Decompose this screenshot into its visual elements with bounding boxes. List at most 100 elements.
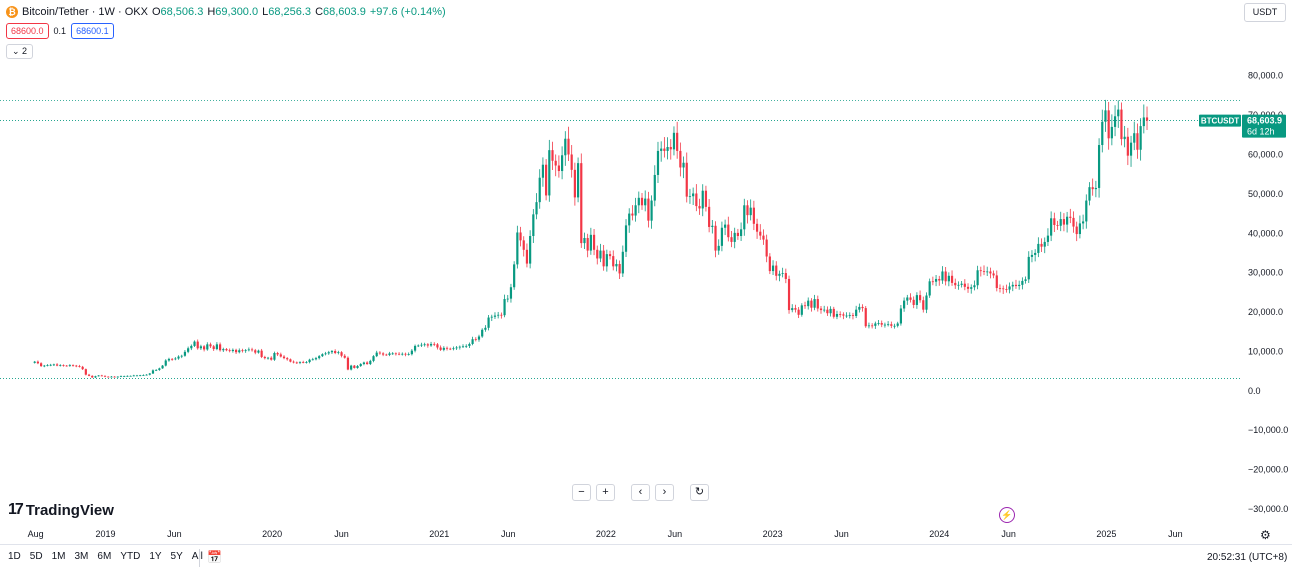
symbol-tag-text: BTCUSDT xyxy=(1201,117,1239,126)
buy-price-button[interactable]: 68600.1 xyxy=(71,23,114,39)
candle-body xyxy=(602,250,605,267)
range-5d-button[interactable]: 5D xyxy=(29,551,43,562)
candle-body xyxy=(950,275,954,283)
candle-body xyxy=(922,300,925,310)
candle-body xyxy=(596,249,599,259)
price-chart[interactable]: 80,000.070,000.060,000.050,000.040,000.0… xyxy=(0,0,1292,545)
candle-body xyxy=(957,284,960,286)
candle-body xyxy=(81,366,84,370)
candle-body xyxy=(791,308,794,311)
candle-body xyxy=(887,324,890,326)
close-label: C xyxy=(315,6,324,18)
candle-body xyxy=(75,365,78,367)
candle-body xyxy=(113,376,116,378)
candle-body xyxy=(1142,117,1145,127)
candle-body xyxy=(295,362,298,364)
range-1y-button[interactable]: 1Y xyxy=(149,551,162,562)
high-value: 69,300.0 xyxy=(215,6,259,18)
candle-body xyxy=(851,315,855,316)
low-label: L xyxy=(262,6,269,18)
nav-spacer xyxy=(620,484,626,501)
currency-selector[interactable]: USDT xyxy=(1244,3,1286,22)
tradingview-logo-icon: 17 xyxy=(8,501,24,518)
price-tick-label: −30,000.0 xyxy=(1248,504,1288,514)
candle-body xyxy=(228,350,231,352)
range-5y-button[interactable]: 5Y xyxy=(170,551,183,562)
sell-price-button[interactable]: 68600.0 xyxy=(6,23,49,39)
candle-body xyxy=(877,323,880,324)
candle-body xyxy=(238,350,241,353)
candle-body xyxy=(123,376,126,378)
candle-body xyxy=(529,236,532,264)
candle-body xyxy=(305,362,308,363)
candle-body xyxy=(995,275,998,289)
price-tick-label: 30,000.0 xyxy=(1248,268,1283,278)
candle-body xyxy=(906,297,909,301)
calendar-icon[interactable]: 📅 xyxy=(207,550,222,564)
scroll-right-button[interactable]: › xyxy=(655,484,674,501)
candle-body xyxy=(110,376,113,378)
symbol-title[interactable]: Bitcoin/Tether · 1W · OKX xyxy=(22,6,148,18)
range-1m-button[interactable]: 1M xyxy=(51,551,66,562)
candle-body xyxy=(918,295,922,301)
candle-body xyxy=(663,148,666,151)
candle-body xyxy=(963,283,966,287)
candle-body xyxy=(637,197,640,206)
candle-body xyxy=(605,254,608,267)
candle-body xyxy=(839,314,842,315)
candle-body xyxy=(807,300,810,307)
candle-body xyxy=(1129,142,1133,156)
range-3m-button[interactable]: 3M xyxy=(74,551,89,562)
candle-body xyxy=(324,353,327,355)
candle-body xyxy=(752,207,755,224)
candle-body xyxy=(1088,187,1091,201)
range-ytd-button[interactable]: YTD xyxy=(120,551,141,562)
scroll-left-button[interactable]: ‹ xyxy=(631,484,650,501)
candle-body xyxy=(803,305,807,307)
time-tick-label: 2025 xyxy=(1096,529,1116,539)
candle-body xyxy=(196,341,199,349)
candle-body xyxy=(87,374,91,376)
candle-body xyxy=(139,375,142,377)
candle-body xyxy=(234,349,238,353)
clock-timezone[interactable]: 20:52:31 (UTC+8) xyxy=(1207,552,1288,563)
candle-body xyxy=(749,207,752,216)
range-1d-button[interactable]: 1D xyxy=(8,551,21,562)
candle-body xyxy=(813,299,816,308)
candle-body xyxy=(190,345,193,349)
range-6m-button[interactable]: 6M xyxy=(97,551,112,562)
candle-body xyxy=(768,256,771,272)
time-axis[interactable]: Aug 2019 Jun 2020 Jun 2021 Jun 2022 Jun 2023 Jun 20… xyxy=(28,529,1183,539)
candle-body xyxy=(171,358,174,360)
candle-body xyxy=(816,299,819,309)
indicators-toggle-button[interactable]: ⌄ 2 xyxy=(6,44,34,59)
candle-body xyxy=(1037,243,1040,253)
zoom-in-button[interactable]: + xyxy=(596,484,615,501)
candle-body xyxy=(688,196,692,198)
time-tick-label: 2024 xyxy=(929,529,949,539)
candle-body xyxy=(653,174,656,201)
last-price-box xyxy=(1242,114,1286,138)
reset-chart-button[interactable]: ↻ xyxy=(690,484,709,501)
candle-body xyxy=(55,364,59,366)
candle-body xyxy=(260,350,263,357)
zoom-out-button[interactable]: − xyxy=(572,484,591,501)
candle-body xyxy=(94,376,97,378)
candle-body xyxy=(142,375,145,376)
settings-gear-icon[interactable]: ⚙ xyxy=(1260,528,1271,542)
candle-body xyxy=(100,375,103,377)
range-all-button[interactable]: All xyxy=(191,551,203,562)
lightning-icon[interactable]: ⚡ xyxy=(999,507,1015,523)
tradingview-logo[interactable]: 17 TradingView xyxy=(8,501,114,519)
candle-body xyxy=(1056,224,1059,226)
candle-body xyxy=(1034,252,1037,255)
price-tick-label: −20,000.0 xyxy=(1248,465,1288,475)
candle-body xyxy=(1053,218,1056,225)
candle-body xyxy=(1072,217,1075,227)
candle-body xyxy=(644,198,647,206)
candle-body xyxy=(797,309,800,315)
candle-body xyxy=(682,162,685,168)
time-tick-label: 2020 xyxy=(262,529,282,539)
candle-body xyxy=(1008,286,1011,290)
candles xyxy=(33,99,1149,379)
